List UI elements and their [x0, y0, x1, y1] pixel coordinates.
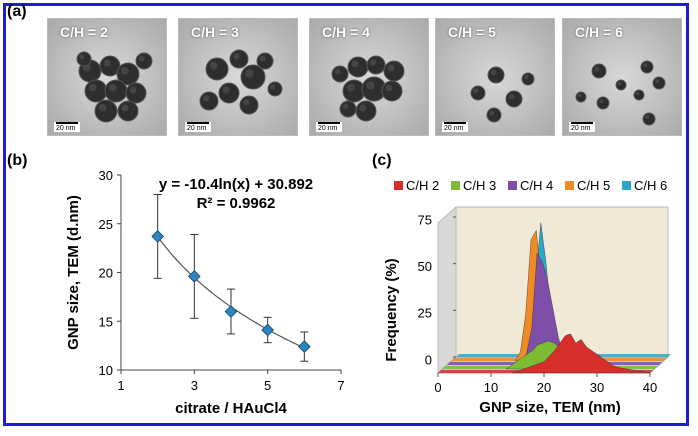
tem-image-4: C/H = 4 20 nm	[309, 18, 429, 136]
y-axis-label: Frequency (%)	[383, 258, 400, 361]
y-tick-label: 50	[418, 259, 432, 274]
legend-swatch	[451, 181, 460, 190]
x-tick-label: 1	[117, 378, 124, 393]
legend-label: C/H 2	[406, 178, 439, 193]
scale-bar: 20 nm	[316, 122, 342, 132]
legend-swatch	[622, 181, 631, 190]
tem-label: C/H = 4	[322, 24, 370, 40]
scale-bar: 20 nm	[569, 122, 595, 132]
y-tick-label: 10	[99, 363, 113, 378]
tem-image-2: C/H = 2 20 nm	[47, 18, 167, 136]
x-axis-label: GNP size, TEM (nm)	[479, 399, 620, 416]
y-axis-label: GNP size, TEM (d.nm)	[65, 195, 82, 350]
legend-label: C/H 6	[634, 178, 667, 193]
tem-image-5: C/H = 5 20 nm	[435, 18, 555, 136]
size-vs-ratio-chart: 10 15 20 25 30 1 3 5 7 y = -10.4ln(x) + 30.892 R² …	[65, 168, 345, 417]
panel-label-c: (c)	[372, 152, 392, 169]
y-tick-label: 75	[418, 212, 432, 227]
back-wall	[455, 206, 669, 358]
y-tick-label: 0	[425, 352, 432, 367]
legend-swatch	[508, 181, 517, 190]
tem-image-3: C/H = 3 20 nm	[178, 18, 298, 136]
data-point	[151, 230, 165, 243]
x-tick-label: 0	[434, 380, 441, 395]
legend-label: C/H 4	[520, 178, 553, 193]
series-area-c-h-2	[512, 333, 651, 374]
legend-label: C/H 5	[577, 178, 610, 193]
x-tick-label: 3	[191, 378, 198, 393]
data-point	[261, 323, 275, 337]
tem-label: C/H = 5	[448, 24, 496, 40]
legend-swatch	[394, 181, 403, 190]
tem-label: C/H = 6	[575, 24, 623, 40]
scale-bar: 20 nm	[185, 122, 211, 132]
x-tick-label: 10	[484, 380, 498, 395]
panel-label-b: (b)	[7, 152, 28, 169]
x-tick-label: 5	[264, 378, 271, 393]
size-distribution-chart: 0 25 50 75 0 10 20 30 40 C/H 2 C/H 3 C/H 4 C/H 5 C/H …	[383, 178, 671, 416]
data-point	[224, 305, 238, 318]
panel-label-a: (a)	[7, 3, 27, 20]
y-tick-label: 30	[99, 168, 113, 183]
fit-r-squared: R² = 0.9962	[197, 195, 276, 212]
x-axis-label: citrate / HAuCl4	[175, 400, 287, 417]
x-tick-label: 30	[590, 380, 604, 395]
data-point	[297, 340, 311, 353]
scale-bar: 20 nm	[54, 122, 80, 132]
scale-bar: 20 nm	[442, 122, 468, 132]
x-tick-label: 20	[537, 380, 551, 395]
tem-label: C/H = 3	[191, 24, 239, 40]
y-tick-label: 15	[99, 314, 113, 329]
data-point	[187, 270, 201, 283]
fit-equation: y = -10.4ln(x) + 30.892	[159, 176, 313, 193]
figure-frame	[3, 3, 689, 426]
y-tick-label: 25	[99, 217, 113, 232]
x-tick-label: 40	[643, 380, 657, 395]
legend-label: C/H 3	[463, 178, 496, 193]
y-tick-label: 20	[99, 266, 113, 281]
x-tick-label: 7	[337, 378, 344, 393]
legend-swatch	[565, 181, 574, 190]
side-wall	[437, 205, 457, 375]
tem-label: C/H = 2	[60, 24, 108, 40]
y-tick-label: 25	[418, 306, 432, 321]
tem-image-6: C/H = 6 20 nm	[562, 18, 682, 136]
